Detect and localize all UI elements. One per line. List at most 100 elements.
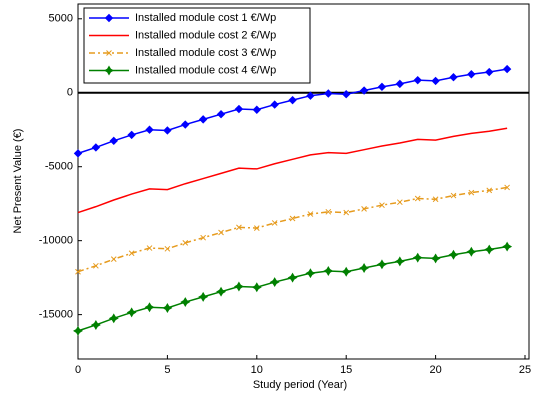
data-point [110,256,117,263]
data-point [218,229,224,236]
data-point [484,244,495,255]
y-tick-label: -10000 [39,235,73,247]
data-point [233,281,244,292]
data-point [270,100,279,109]
y-tick-label: -15000 [39,309,73,321]
legend-label: Installed module cost 4 €/Wp [135,64,276,76]
x-axis-label: Study period (Year) [253,379,347,391]
y-tick-label: -5000 [45,161,73,173]
data-point [325,208,332,215]
data-point [343,209,350,216]
data-point [307,211,314,217]
data-point [198,291,209,302]
data-point [341,90,351,99]
legend-marker [106,50,112,56]
data-point [324,89,333,98]
x-tick-label: 15 [340,364,352,376]
data-point [395,79,405,89]
data-point [468,189,475,196]
series-line [77,245,508,332]
data-point [504,184,510,191]
data-point [216,286,227,297]
data-point [269,277,280,288]
x-tick-label: 20 [429,364,441,376]
data-point [144,302,155,313]
data-point [448,249,459,260]
data-point [376,259,387,270]
legend-marker [104,13,114,23]
data-point [182,240,189,246]
data-point [502,241,513,252]
data-point [181,120,190,129]
data-point [236,224,242,231]
x-tick-label: 5 [164,364,170,376]
data-point [467,70,476,79]
y-tick-label: 0 [67,87,73,99]
data-point [146,245,153,251]
data-point [198,115,208,124]
plot-area [77,3,530,360]
data-point [413,75,422,85]
data-point [359,263,370,274]
data-point [450,192,457,199]
data-point [361,206,367,212]
data-point [73,325,83,336]
data-point [91,143,101,152]
x-tick-label: 25 [519,364,531,376]
data-point [93,262,99,269]
x-tick-label: 10 [251,364,263,376]
legend-marker [104,65,114,76]
data-point [200,234,207,241]
data-point [377,82,387,92]
data-point [162,302,173,313]
data-point [180,297,191,308]
data-point [502,64,512,74]
data-point [323,266,334,276]
legend-label: Installed module cost 2 €/Wp [135,29,276,41]
data-point [253,225,260,231]
data-point [127,130,136,140]
data-point [414,195,421,202]
data-point [379,202,385,209]
data-point [396,199,403,206]
data-point [234,104,244,114]
data-point [306,91,315,100]
series-line [77,127,508,214]
data-point [485,67,494,77]
data-point [109,136,118,146]
data-point [305,268,316,279]
data-point [108,313,119,324]
data-point [145,125,154,134]
data-point [164,245,171,252]
data-point [287,272,298,283]
data-point [126,307,137,318]
data-point [216,109,226,119]
data-point [394,256,405,267]
data-point [128,250,135,257]
data-point [289,215,296,222]
data-point [252,105,262,114]
legend-label: Installed module cost 3 €/Wp [135,47,276,59]
data-point [75,268,81,275]
data-point [432,196,439,203]
data-point [163,126,172,135]
y-tick-label: 5000 [49,13,73,25]
legend-label: Installed module cost 1 €/Wp [135,12,276,24]
data-point [430,253,441,264]
x-tick-label: 0 [75,364,81,376]
series-line [77,186,508,273]
data-point [449,73,458,82]
data-point [90,320,101,330]
data-point [486,187,493,194]
data-point [341,266,352,277]
data-point [288,95,297,105]
data-point [466,246,477,257]
y-axis-label: Net Present Value (€) [12,129,24,234]
data-point [251,282,262,293]
data-point [73,149,83,158]
data-point [431,76,440,86]
data-point [271,220,278,226]
data-point [359,86,369,95]
data-point [412,252,423,263]
